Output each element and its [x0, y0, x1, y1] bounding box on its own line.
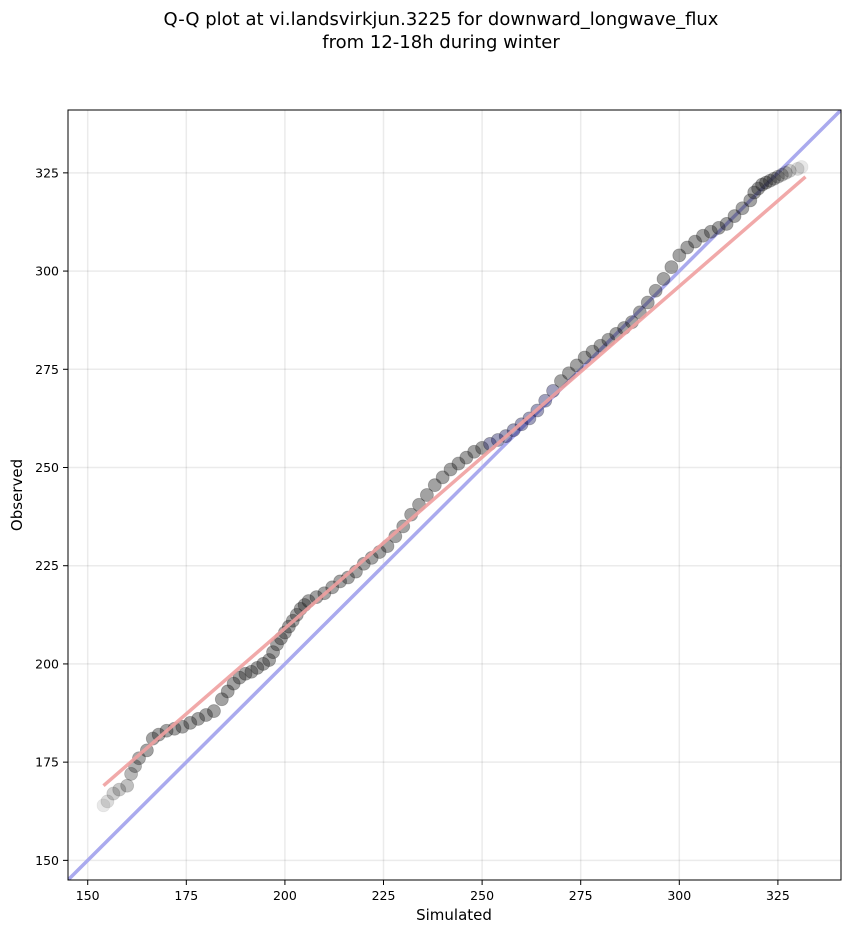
fit-line — [102, 175, 807, 788]
data-point — [467, 444, 482, 459]
data-point — [585, 344, 600, 359]
x-tick-label: 200 — [273, 888, 297, 903]
data-point — [648, 283, 663, 298]
data-point — [106, 786, 121, 801]
data-point — [778, 165, 793, 180]
data-point — [232, 670, 247, 685]
data-point — [593, 338, 608, 353]
data-point — [763, 173, 777, 188]
data-point — [561, 366, 576, 381]
grid — [68, 110, 841, 880]
y-tick-label: 200 — [35, 656, 59, 671]
x-tick-label: 275 — [569, 888, 593, 903]
data-point — [640, 295, 655, 310]
data-point — [419, 488, 434, 502]
data-point — [226, 676, 241, 691]
y-axis-label: Observed — [8, 459, 26, 531]
y-tick-label: 150 — [35, 853, 59, 868]
data-point — [672, 248, 687, 263]
identity-line — [68, 110, 841, 880]
data-point — [183, 715, 198, 730]
data-point — [250, 660, 265, 675]
y-tick-label: 275 — [35, 362, 59, 377]
y-tick-label: 325 — [35, 165, 59, 180]
data-point — [207, 704, 221, 718]
data-point — [759, 175, 773, 190]
data-point — [443, 462, 458, 477]
y-tick-label: 250 — [35, 460, 59, 475]
data-point — [132, 751, 146, 766]
data-point — [220, 684, 235, 699]
y-tick-label: 300 — [35, 264, 59, 279]
data-point — [427, 478, 442, 493]
data-point — [238, 666, 253, 681]
x-tick-label: 150 — [76, 888, 100, 903]
data-point — [151, 727, 166, 742]
data-point — [112, 782, 127, 797]
data-point — [214, 692, 229, 707]
data-point — [270, 637, 284, 652]
data-point — [577, 350, 592, 365]
data-point — [735, 201, 750, 216]
data-point — [256, 657, 271, 671]
chart-title-line-2: from 12-18h during winter — [322, 32, 560, 53]
data-point — [688, 234, 702, 249]
data-point — [751, 181, 766, 196]
x-axis-label: Simulated — [416, 906, 492, 924]
data-point — [262, 653, 277, 667]
data-point — [569, 358, 584, 373]
data-point — [459, 450, 474, 465]
x-tick-label: 300 — [667, 888, 691, 903]
data-point — [435, 470, 450, 485]
data-point — [755, 177, 770, 192]
x-tick-label: 175 — [174, 888, 198, 903]
axis-ticks: 150 175 200 225 250 275 300 325 150 175 200 225 250 2… — [35, 165, 790, 903]
data-point — [96, 798, 111, 813]
data-point — [656, 272, 671, 286]
data-point — [790, 162, 805, 176]
data-point — [191, 712, 206, 726]
data-point — [770, 169, 785, 184]
data-point — [100, 794, 115, 809]
data-point — [696, 228, 710, 243]
y-tick-label: 225 — [35, 558, 59, 573]
data-point — [451, 456, 466, 471]
reference-lines — [68, 110, 841, 880]
data-point — [711, 220, 726, 235]
data-point — [727, 209, 742, 223]
data-point — [664, 260, 679, 275]
plot-frame — [67, 109, 842, 881]
y-tick-label: 175 — [35, 755, 59, 770]
data-point — [719, 217, 734, 231]
data-point — [120, 778, 135, 793]
data-point — [175, 719, 190, 734]
data-points — [96, 160, 809, 813]
data-point — [124, 767, 139, 781]
data-point — [703, 224, 718, 239]
data-point — [680, 240, 695, 255]
x-tick-label: 325 — [766, 888, 790, 903]
data-point — [266, 645, 280, 660]
data-point — [244, 664, 259, 679]
data-point — [199, 708, 213, 722]
data-point — [743, 193, 758, 208]
data-point — [794, 160, 809, 174]
x-tick-label: 250 — [470, 888, 494, 903]
data-point — [747, 185, 762, 200]
data-point — [289, 607, 304, 622]
data-point — [782, 163, 797, 178]
x-tick-label: 225 — [372, 888, 396, 903]
data-point — [774, 167, 789, 182]
chart-title-line-1: Q-Q plot at vi.landsvirkjun.3225 for dow… — [164, 9, 719, 30]
data-point — [475, 440, 490, 455]
data-point — [767, 171, 781, 186]
